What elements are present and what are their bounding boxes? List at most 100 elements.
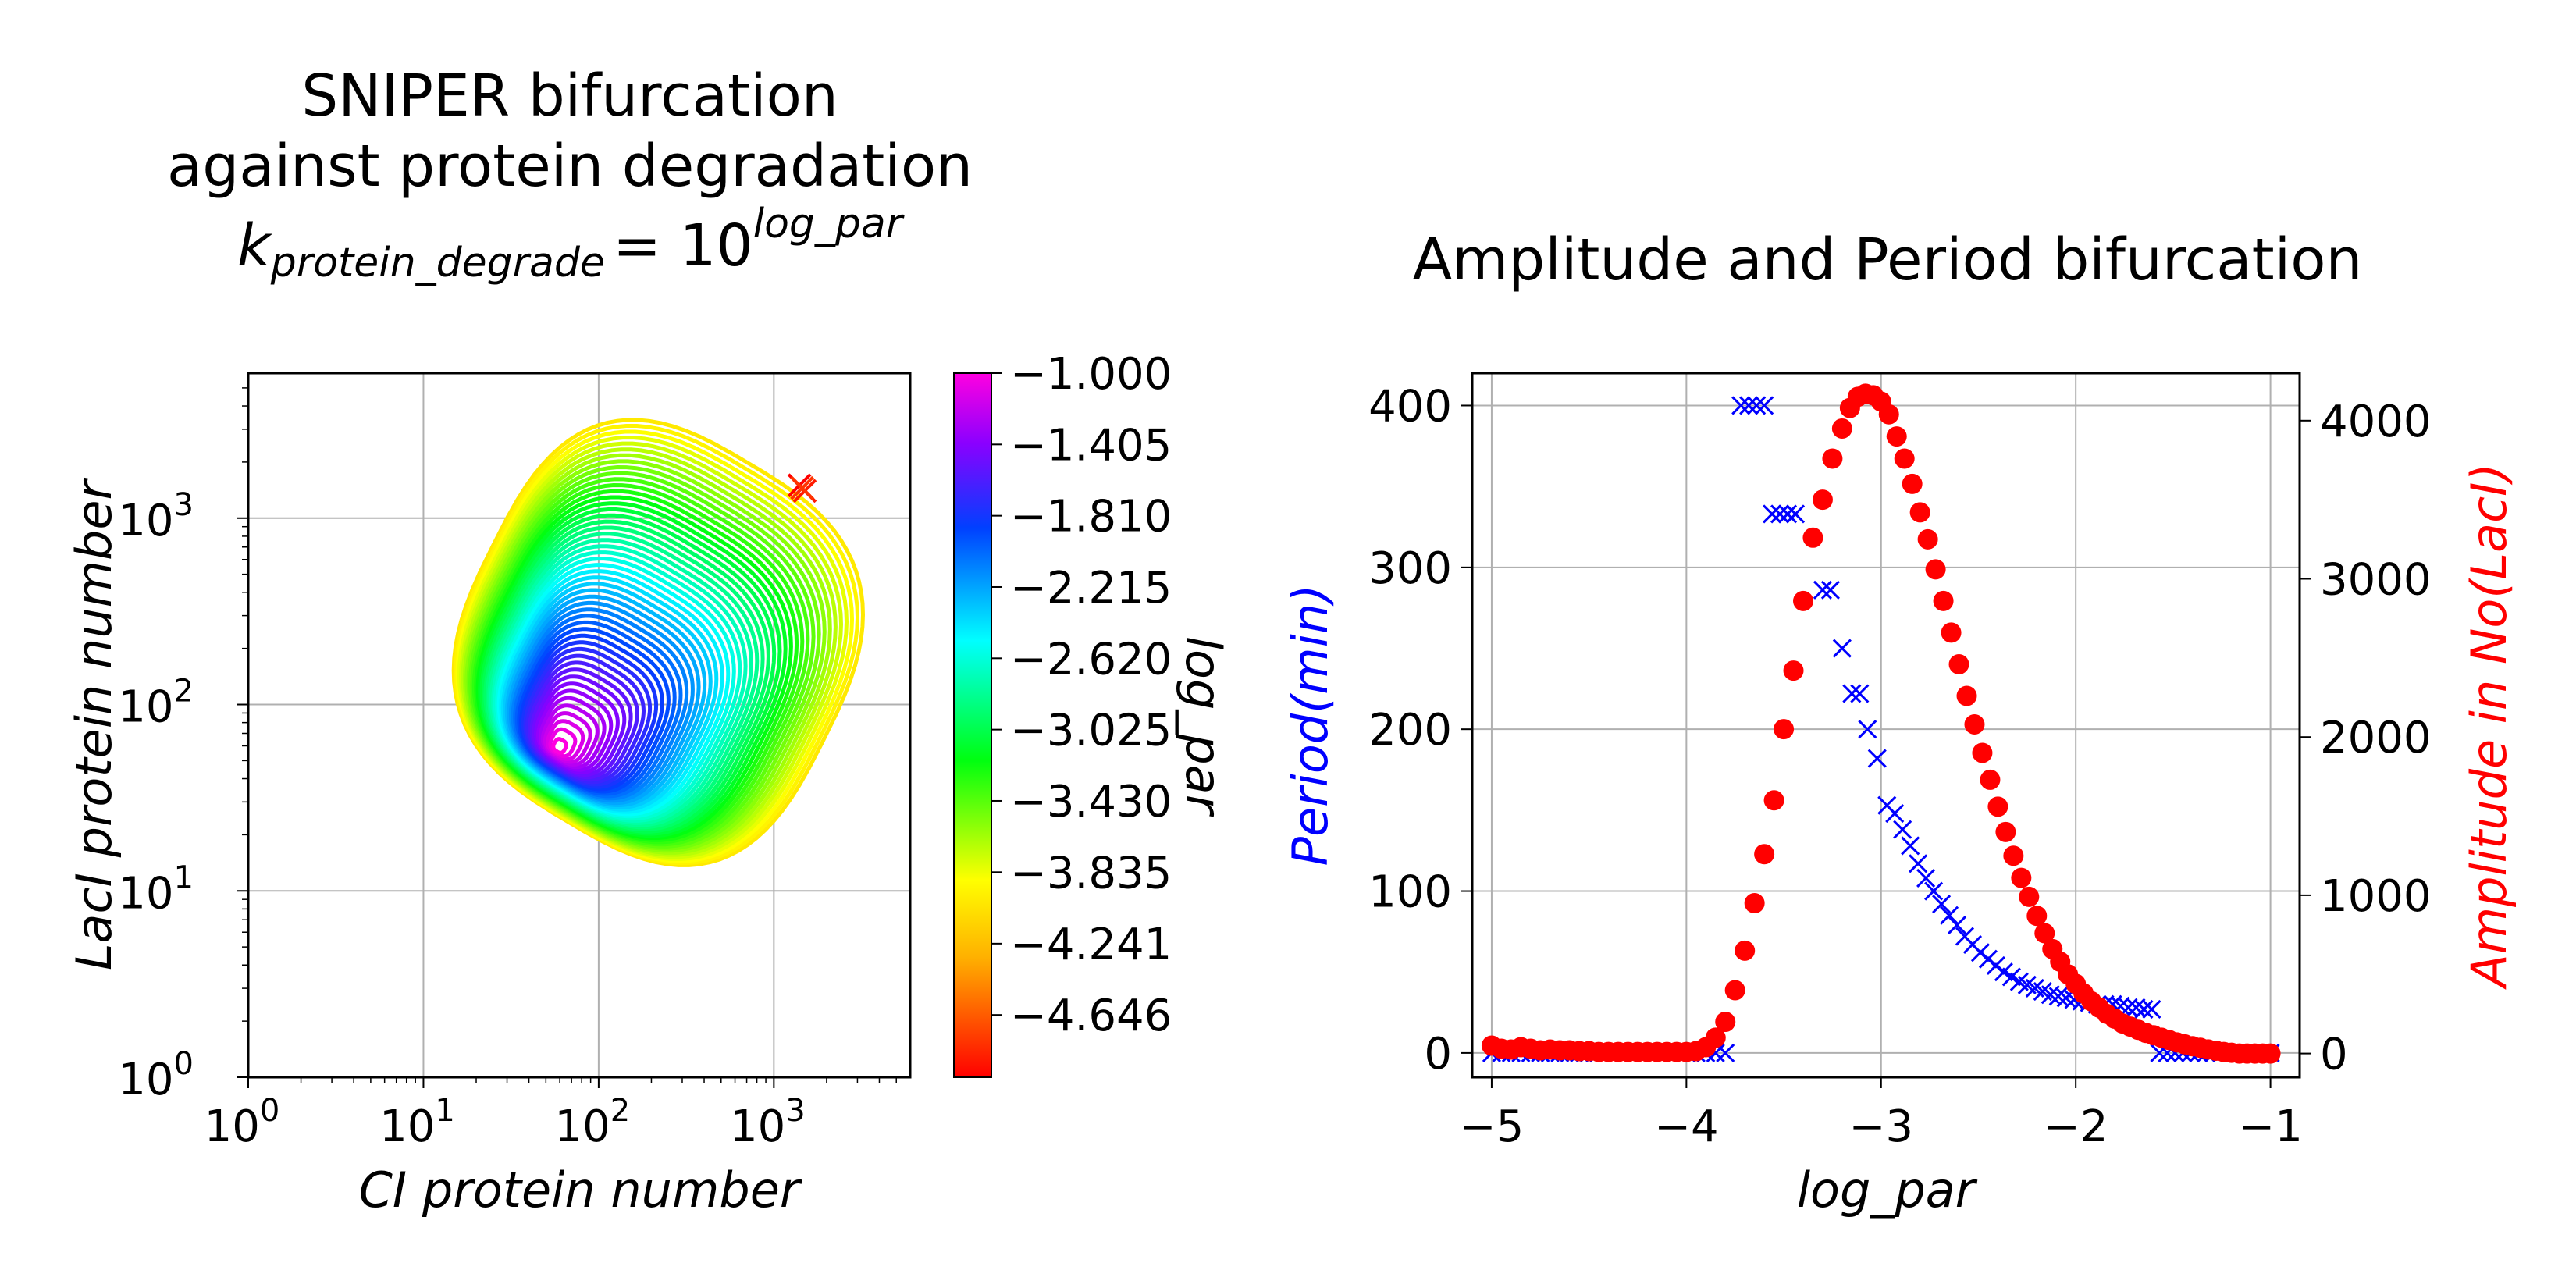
limit-cycle-curve	[532, 674, 627, 777]
left-x-tick-label: 100	[205, 1093, 280, 1152]
amplitude-series	[1481, 383, 2281, 1064]
right-x-tick-label: −5	[1460, 1101, 1525, 1152]
period-point	[1832, 639, 1852, 658]
limit-cycle-curve	[481, 513, 777, 834]
limit-cycle-curve	[518, 633, 665, 792]
amplitude-point	[1941, 622, 1962, 643]
period-point	[1739, 396, 1759, 415]
amplitude-point	[1956, 685, 1977, 706]
limit-cycle-curve	[464, 459, 827, 853]
limit-cycle-curve	[468, 471, 816, 849]
amplitude-point	[1909, 502, 1930, 523]
limit-cycle-curve	[485, 525, 765, 830]
right-y-right-tick-label: 4000	[2320, 397, 2432, 447]
colorbar-tick-label: −1.000	[1010, 349, 1172, 400]
amplitude-point	[1972, 742, 1993, 763]
bifurcation-plot: Amplitude and Period bifurcation −5 −4 −3 −…	[1282, 226, 2517, 1219]
limit-cycle-curve	[517, 627, 671, 794]
colorbar-tick-label: −1.810	[1010, 492, 1172, 543]
right-y-right-tick-label: 1000	[2320, 871, 2432, 922]
left-y-tick-label: 100	[118, 1046, 194, 1105]
limit-cycle-curve	[487, 532, 760, 827]
amplitude-point	[1715, 1012, 1736, 1033]
left-ticks: 100 101 102 103 100 101 102 103	[118, 387, 897, 1152]
amplitude-point	[1754, 844, 1775, 865]
left-y-tick-label: 103	[118, 487, 194, 546]
amplitude-point	[1948, 653, 1969, 674]
limit-cycle-curve	[466, 464, 821, 851]
period-point	[1885, 803, 1905, 824]
period-point	[2142, 999, 2161, 1019]
limit-cycle-curve	[523, 646, 653, 787]
period-point	[1842, 684, 1862, 703]
limit-cycle-curve	[477, 501, 788, 838]
limit-cycle-curve	[521, 640, 659, 789]
limit-cycle-curve	[474, 489, 799, 842]
amplitude-point	[1933, 590, 1954, 611]
right-y-left-tick-label: 400	[1368, 381, 1452, 432]
limit-cycle-curve	[527, 660, 639, 782]
limit-cycle-curve	[525, 653, 646, 785]
left-y-tick-label: 102	[118, 674, 194, 733]
period-point	[1813, 580, 1833, 600]
colorbar-tick-label: −2.620	[1010, 634, 1172, 685]
left-title-line-2: against protein degradation	[167, 133, 973, 200]
limit-cycle-curve	[451, 418, 866, 867]
limit-cycle-curve	[470, 477, 810, 847]
period-point	[1785, 504, 1806, 524]
amplitude-point	[1724, 980, 1745, 1001]
period-point	[1850, 684, 1870, 703]
period-point	[1716, 1043, 1735, 1062]
right-y-left-tick-label: 0	[1424, 1029, 1452, 1080]
right-x-axis-label: log_par	[1797, 1162, 1978, 1219]
stable-points	[787, 473, 817, 503]
limit-cycle-curve	[529, 667, 633, 780]
amplitude-point	[2260, 1043, 2281, 1064]
period-point	[1755, 396, 1774, 415]
amplitude-point	[1744, 893, 1765, 914]
limit-cycle-curve	[495, 557, 736, 819]
amplitude-point	[1987, 796, 2008, 817]
left-title-line-1: SNIPER bifurcation	[301, 62, 838, 130]
amplitude-point	[1763, 790, 1784, 811]
amplitude-point	[1925, 559, 1946, 580]
amplitude-point	[2019, 886, 2040, 907]
amplitude-point	[1831, 418, 1852, 439]
colorbar-tick-label: −2.215	[1010, 563, 1172, 614]
period-point	[1763, 504, 1782, 524]
colorbar-label: log_par	[1175, 636, 1232, 817]
colorbar-tick-label: −1.405	[1010, 420, 1172, 471]
amplitude-point	[1822, 448, 1843, 469]
colorbar	[953, 372, 992, 1078]
period-point	[1731, 396, 1751, 415]
right-plot-frame	[1471, 372, 2301, 1079]
amplitude-point	[1783, 660, 1804, 681]
right-grid	[1472, 373, 2300, 1077]
limit-cycle-curve	[543, 711, 592, 764]
limit-cycle-curve	[459, 441, 844, 859]
limit-cycle-curve	[453, 424, 860, 866]
limit-cycle-curve	[546, 719, 585, 761]
left-title-formula: kprotein_degrade = 10log_par	[237, 201, 906, 286]
amplitude-point	[1878, 404, 1899, 425]
right-y-axis-label-left: Period(min)	[1282, 585, 1339, 866]
right-y-axis-label-right: Amplitude in No(LacI)	[2460, 463, 2517, 990]
limit-cycle-curve	[499, 569, 724, 814]
left-y-tick-label: 101	[118, 859, 194, 919]
period-point	[1909, 854, 1928, 873]
limit-cycles	[451, 418, 866, 867]
colorbar-ticks: −1.000 −1.405 −1.810 −2.215 −2.620 −3.025 −3.4…	[991, 349, 1172, 1041]
limit-cycle-curve	[507, 594, 701, 806]
colorbar-tick-label: −4.646	[1010, 991, 1172, 1041]
colorbar-tick-label: −3.025	[1010, 706, 1172, 756]
limit-cycle-curve	[471, 482, 805, 845]
limit-cycle-curve	[500, 575, 719, 812]
limit-cycle-curve	[462, 453, 832, 855]
formula-exponent: log_par	[753, 201, 906, 247]
limit-cycle-curve	[457, 435, 849, 861]
limit-cycle-curve	[493, 550, 742, 821]
limit-cycle-curve	[551, 737, 568, 755]
period-point	[1947, 916, 1967, 935]
right-y-left-tick-label: 300	[1368, 543, 1452, 594]
left-y-axis-label: LacI protein number	[66, 477, 123, 970]
